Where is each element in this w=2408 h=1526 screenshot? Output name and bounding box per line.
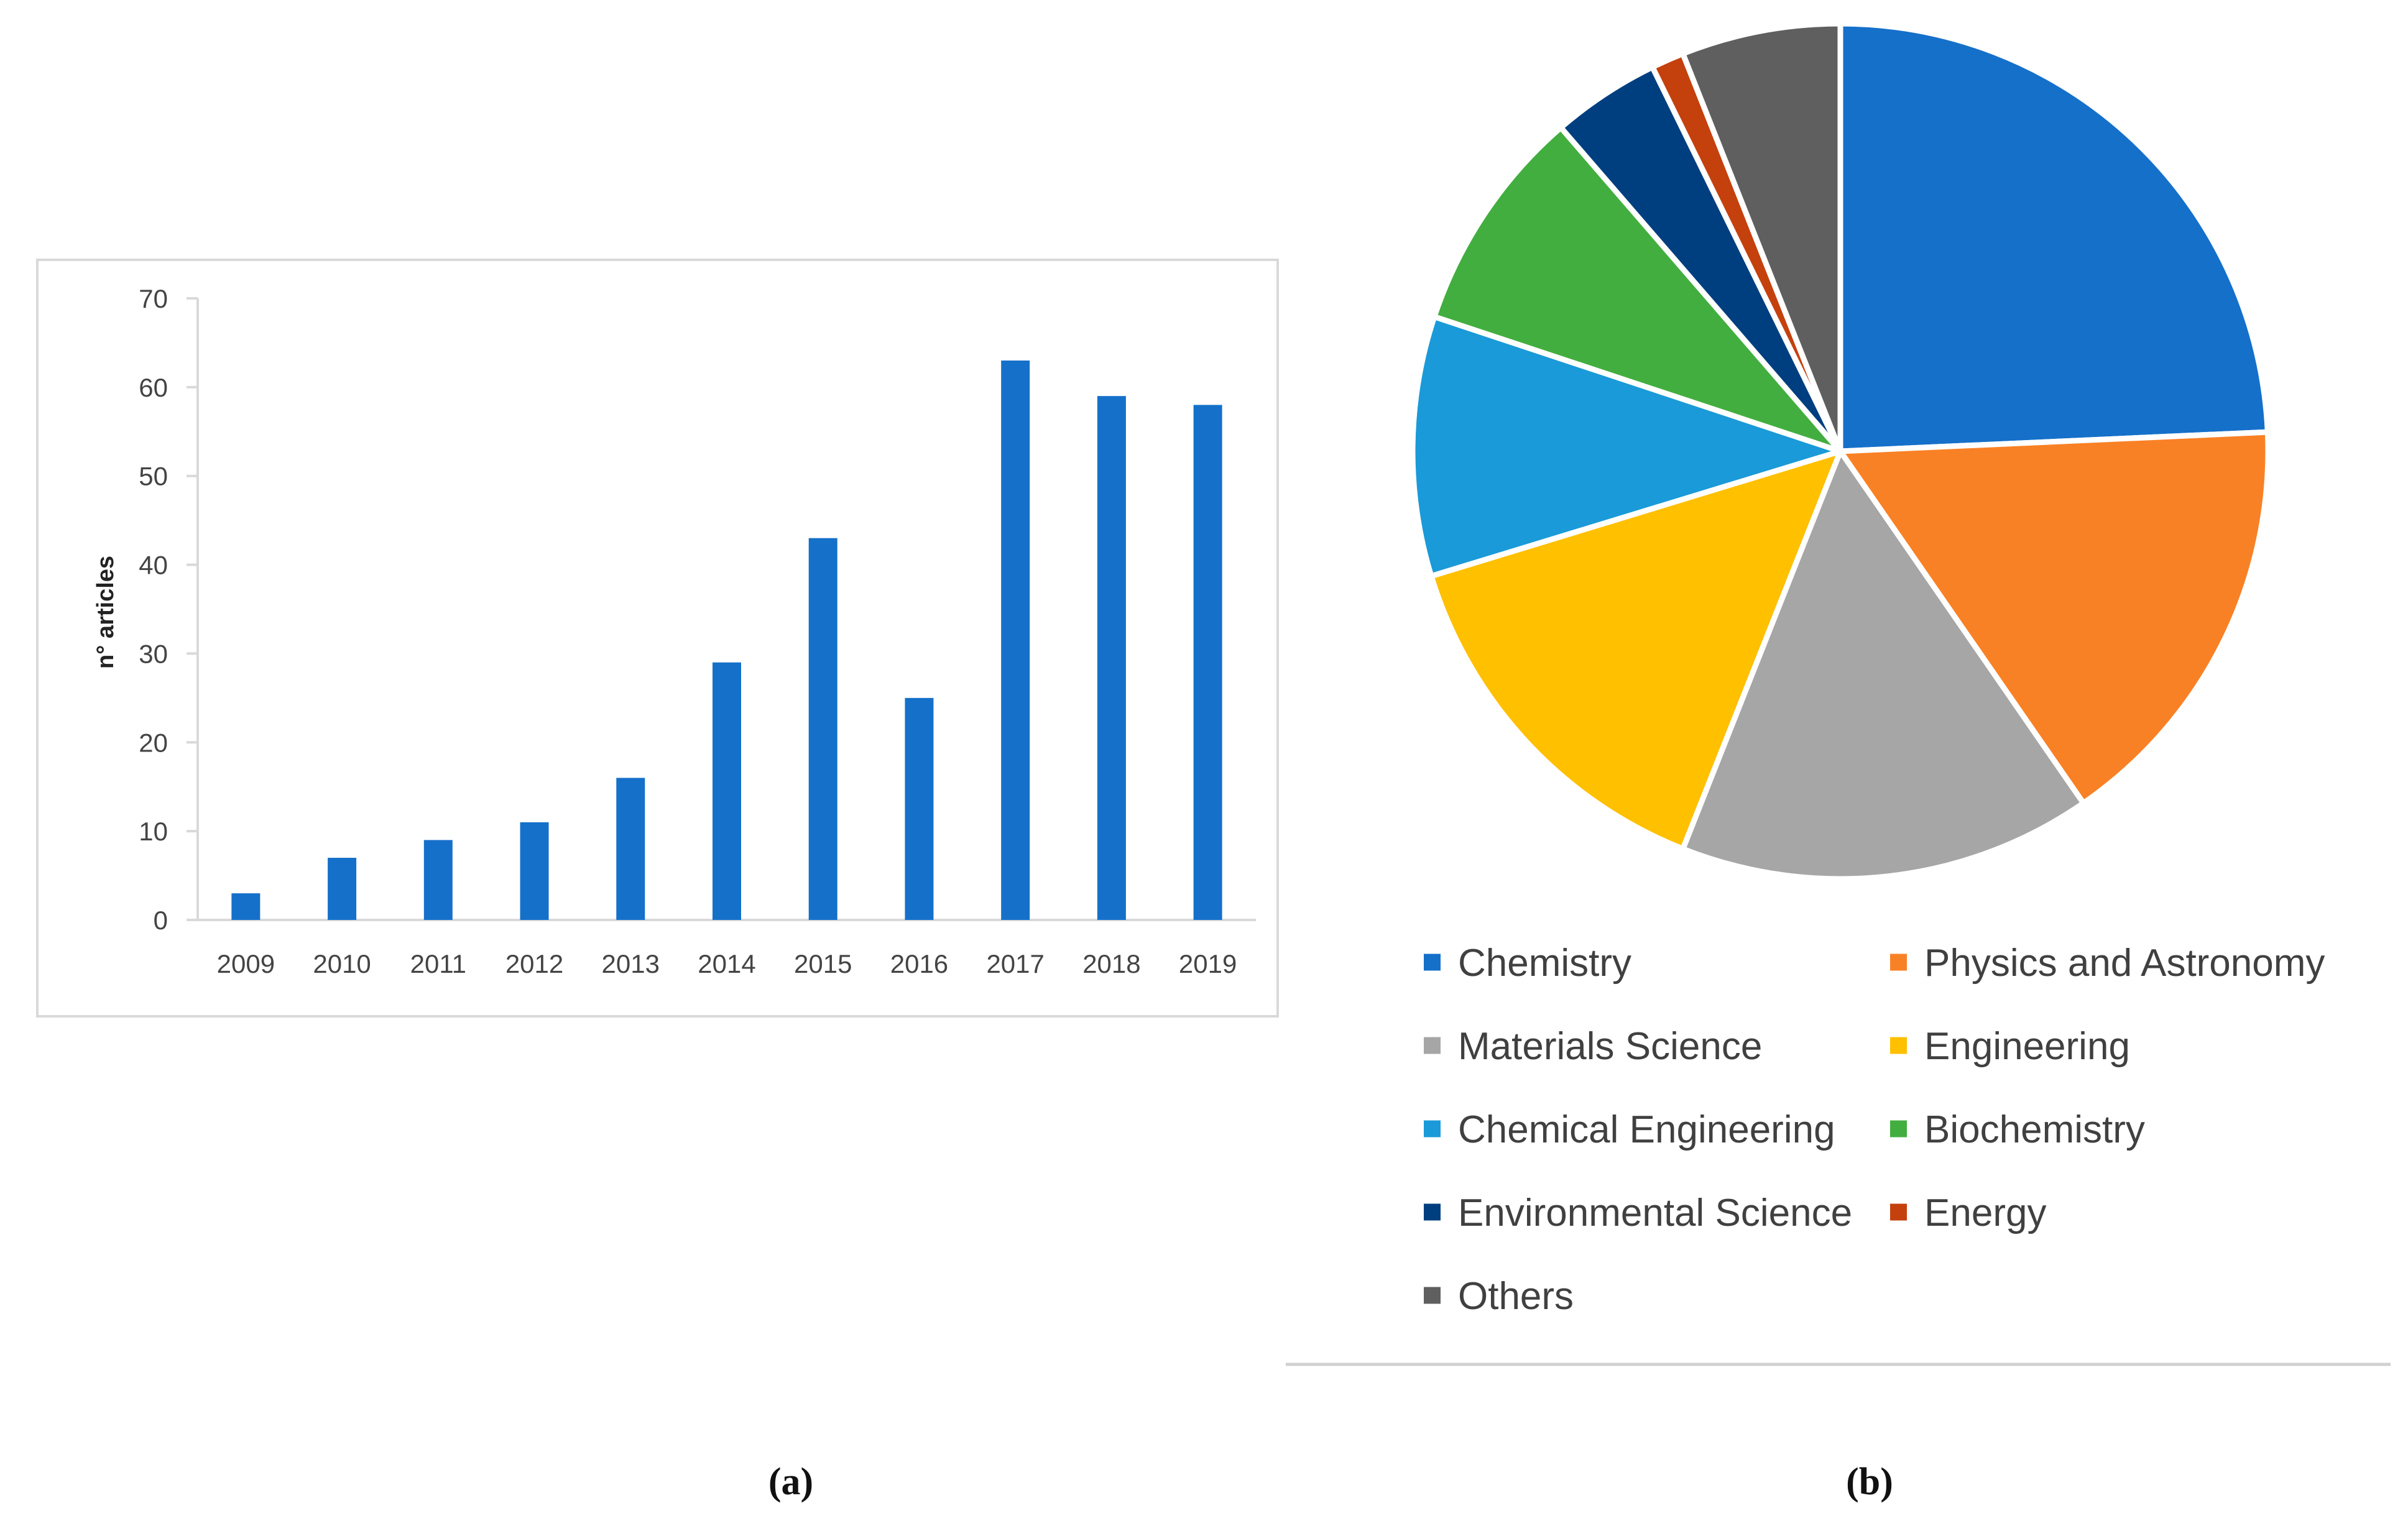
- legend-label: Others: [1458, 1275, 1574, 1318]
- bar-2014: [713, 662, 741, 920]
- legend-item-energy: Energy: [1890, 1192, 2046, 1234]
- bar-2010: [328, 858, 357, 920]
- y-tick-label: 40: [139, 551, 168, 580]
- x-tick-label: 2015: [794, 949, 852, 978]
- x-tick-label: 2013: [602, 949, 660, 978]
- y-axis: 0 10 20 30 40 50 60 70: [139, 284, 199, 935]
- legend-label: Materials Science: [1458, 1025, 1762, 1068]
- bar-chart-frame: [36, 259, 1279, 1018]
- pie-slice-chemistry: [1837, 21, 2271, 454]
- legend-item-chemistry: Chemistry: [1424, 942, 1631, 985]
- legend-swatch: [1890, 1037, 1907, 1054]
- y-tick-label: 30: [139, 639, 168, 668]
- legend-swatch: [1424, 954, 1441, 971]
- pie-slices: [1409, 21, 2271, 882]
- legend-label: Physics and Astronomy: [1924, 942, 2325, 985]
- legend-swatch: [1424, 1203, 1441, 1221]
- pie-slice-chemical-engineering: [1409, 313, 1843, 579]
- y-axis-label: n° articles: [93, 556, 119, 669]
- x-tick-label: 2018: [1082, 949, 1140, 978]
- bar-chart-panel: n° articles 0 10 20 30 40 50 60 70 2009 2010 2011…: [36, 259, 1279, 1018]
- x-tick-label: 2010: [313, 949, 371, 978]
- pie-chart-panel: Chemistry Physics and Astronomy Materials …: [1286, 21, 2391, 1366]
- legend-label: Chemistry: [1458, 942, 1631, 985]
- x-tick-label: 2009: [217, 949, 275, 978]
- x-tick-label: 2011: [410, 949, 466, 978]
- y-tick-label: 60: [139, 373, 168, 402]
- y-tick-label: 50: [139, 462, 168, 491]
- legend-swatch: [1890, 1120, 1907, 1138]
- legend-label: Chemical Engineering: [1458, 1108, 1835, 1151]
- x-tick-label: 2019: [1179, 949, 1237, 978]
- panel-a-label: (a): [768, 1461, 813, 1503]
- bar-2012: [520, 822, 549, 920]
- pie-slice-physics-and-astronomy: [1837, 429, 2271, 806]
- legend-swatch: [1424, 1287, 1441, 1304]
- pie-slice-others: [1680, 21, 1843, 454]
- y-tick-label: 70: [139, 284, 168, 313]
- legend-label: Energy: [1924, 1192, 2046, 1234]
- bar-2019: [1193, 405, 1222, 920]
- x-tick-label: 2012: [505, 949, 563, 978]
- legend-swatch: [1890, 954, 1907, 971]
- legend-item-engineering: Engineering: [1890, 1025, 2130, 1068]
- bar-2017: [1001, 361, 1030, 920]
- legend-swatch: [1424, 1037, 1441, 1054]
- legend-label: Engineering: [1924, 1025, 2130, 1068]
- pie-slice-materials-science: [1680, 448, 2087, 882]
- bar-2018: [1097, 396, 1126, 920]
- legend-swatch: [1424, 1120, 1441, 1138]
- y-tick-label: 0: [154, 906, 168, 935]
- legend-item-materials-science: Materials Science: [1424, 1025, 1762, 1068]
- bar-2013: [616, 778, 645, 920]
- legend-swatch: [1890, 1203, 1907, 1221]
- legend-item-environmental-science: Environmental Science: [1424, 1192, 1852, 1234]
- panel-b-label: (b): [1846, 1461, 1893, 1503]
- x-tick-label: 2017: [986, 949, 1044, 978]
- x-tick-label: 2014: [698, 949, 755, 978]
- legend-label: Biochemistry: [1924, 1108, 2145, 1151]
- legend-item-physics-and-astronomy: Physics and Astronomy: [1890, 942, 2325, 985]
- legend-item-others: Others: [1424, 1275, 1574, 1318]
- y-tick-label: 10: [139, 817, 168, 846]
- bar-2015: [808, 538, 837, 920]
- bar-series: [231, 361, 1222, 920]
- bar-2009: [231, 893, 261, 920]
- legend-item-biochemistry: Biochemistry: [1890, 1108, 2145, 1151]
- pie-slice-engineering: [1428, 448, 1843, 852]
- bar-2011: [423, 840, 453, 920]
- pie-legend: Chemistry Physics and Astronomy Materials …: [1424, 942, 2325, 1318]
- y-tick-label: 20: [139, 728, 168, 757]
- x-tick-label: 2016: [890, 949, 948, 978]
- legend-item-chemical-engineering: Chemical Engineering: [1424, 1108, 1835, 1151]
- legend-label: Environmental Science: [1458, 1192, 1852, 1234]
- x-axis: 2009 2010 2011 2012 2013 2014 2015 2016 2017 2018…: [198, 919, 1256, 978]
- bar-2016: [905, 697, 934, 920]
- pie-slice-biochemistry: [1431, 124, 1843, 454]
